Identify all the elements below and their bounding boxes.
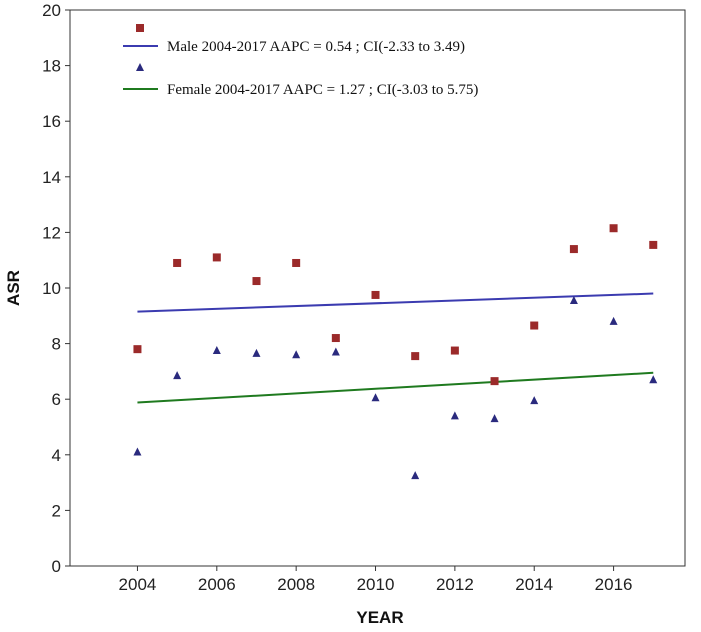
male-point (530, 321, 539, 330)
y-tick-label: 6 (52, 390, 61, 409)
female-point (212, 346, 221, 355)
y-tick-label: 8 (52, 335, 61, 354)
x-tick-label: 2004 (119, 575, 157, 594)
female-point (569, 296, 578, 305)
female-point (530, 396, 539, 405)
x-tick-label: 2006 (198, 575, 236, 594)
x-tick-label: 2016 (595, 575, 633, 594)
y-tick-label: 4 (52, 446, 61, 465)
male-point (252, 277, 261, 286)
female-point (450, 411, 459, 420)
male-point (331, 334, 340, 343)
x-tick-label: 2008 (277, 575, 315, 594)
male-point (292, 258, 301, 267)
female-trend-line (137, 371, 654, 404)
female-point (490, 414, 499, 423)
y-tick-label: 0 (52, 557, 61, 576)
female-point (609, 316, 618, 325)
y-tick-label: 16 (42, 112, 61, 131)
female-point (173, 371, 182, 380)
male-point (173, 258, 182, 267)
male-point (212, 253, 221, 262)
y-tick-label: 14 (42, 168, 61, 187)
male-point (133, 345, 142, 354)
x-tick-label: 2014 (515, 575, 553, 594)
male-point (569, 245, 578, 254)
y-axis-title: ASR (4, 270, 23, 306)
x-tick-label: 2012 (436, 575, 474, 594)
male-point (411, 352, 420, 361)
y-tick-label: 10 (42, 279, 61, 298)
male-point (649, 240, 658, 249)
male-point (450, 346, 459, 355)
female-point (331, 347, 340, 356)
data-points (133, 224, 658, 480)
female-point (649, 375, 658, 384)
y-tick-label: 12 (42, 223, 61, 242)
male-point (490, 377, 499, 386)
y-tick-label: 20 (42, 1, 61, 20)
female-point (252, 348, 261, 357)
legend-female-label: Female 2004-2017 AAPC = 1.27 ; CI(-3.03 … (167, 82, 478, 98)
female-point (371, 393, 380, 402)
female-point (133, 447, 142, 456)
trend-lines (137, 292, 654, 404)
y-tick-label: 18 (42, 57, 61, 76)
x-axis-title: YEAR (356, 608, 403, 627)
legend-male-marker (136, 24, 144, 32)
female-point (292, 350, 301, 359)
x-tick-label: 2010 (357, 575, 395, 594)
legend-female-marker (136, 63, 144, 71)
male-trend-line (137, 292, 654, 313)
x-axis-ticks: 2004 2006 2008 2010 2012 2014 2016 (119, 566, 633, 594)
female-point (411, 471, 420, 480)
y-tick-label: 2 (52, 501, 61, 520)
legend-male-label: Male 2004-2017 AAPC = 0.54 ; CI(-2.33 to… (167, 39, 465, 55)
y-axis-ticks: 0 2 4 6 8 10 12 14 16 18 20 (42, 1, 70, 576)
male-point (371, 290, 380, 299)
legend: Male 2004-2017 AAPC = 0.54 ; CI(-2.33 to… (123, 24, 478, 98)
male-point (609, 224, 618, 233)
